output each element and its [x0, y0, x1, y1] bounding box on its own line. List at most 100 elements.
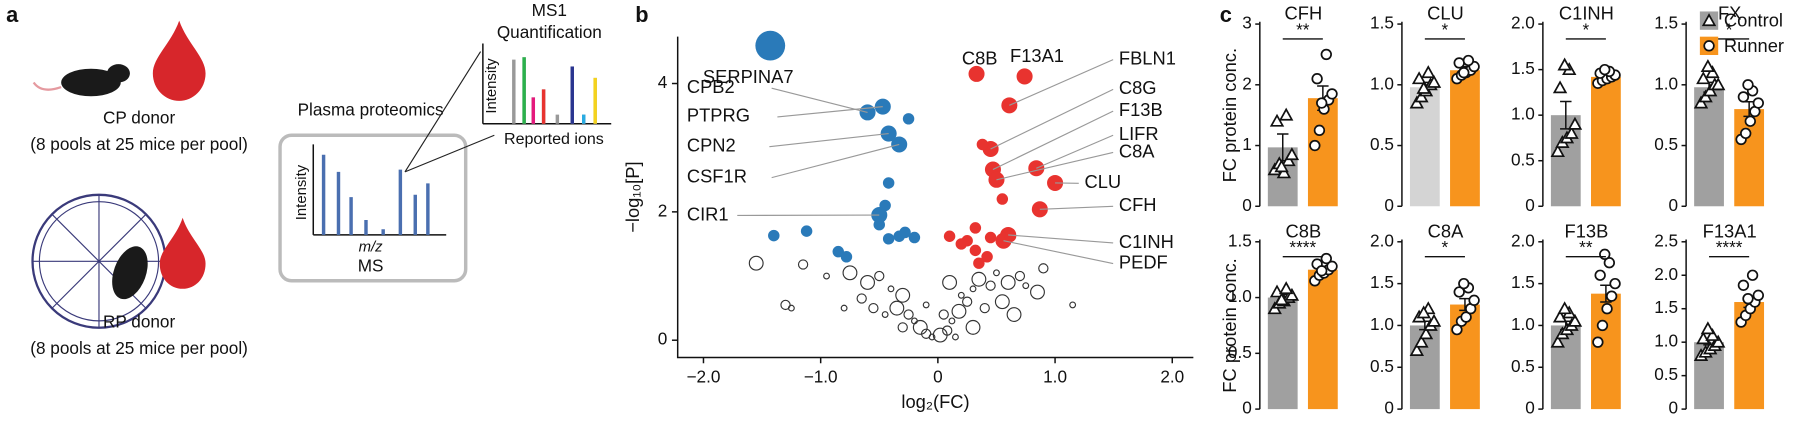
point: [882, 177, 895, 189]
label: RP donor: [103, 312, 176, 332]
axis-label: Intensity: [294, 164, 310, 220]
data-point: [1567, 116, 1583, 130]
point: [842, 265, 858, 281]
leader-line: [771, 143, 900, 179]
point: [993, 269, 1000, 277]
chart-title: FX: [1718, 3, 1741, 24]
point-label: CIR1: [687, 203, 729, 224]
leader-line: [1003, 240, 1114, 265]
data-point: [1564, 125, 1579, 139]
y-tick-label: 1.5: [1511, 272, 1535, 292]
leader-line: [992, 110, 1114, 171]
data-point: [1416, 305, 1431, 319]
data-point: [1752, 97, 1764, 109]
y-tick-label: 1.0: [1370, 314, 1394, 334]
significance: **: [1579, 237, 1593, 257]
point: [860, 275, 875, 290]
data-point: [1737, 91, 1750, 103]
significance: *: [1583, 19, 1590, 39]
point: [840, 304, 848, 312]
y-axis-label: FC protein conc.: [1219, 48, 1240, 182]
point-label: C1INH: [1119, 231, 1174, 252]
y-tick-label: 2.0: [1511, 13, 1535, 33]
point: [984, 231, 997, 244]
chart-title: C1INH: [1559, 3, 1614, 24]
y-tick-label: 1.5: [1654, 13, 1678, 33]
label: (8 pools at 25 mice per pool): [30, 338, 248, 358]
bar: [1450, 70, 1480, 207]
point: [981, 251, 993, 263]
y-tick-label: 2.0: [1654, 264, 1678, 284]
y-tick-label: 4: [658, 72, 668, 92]
point-label: F13A1: [1010, 45, 1064, 66]
y-tick-label: 0: [1242, 195, 1252, 215]
ms-peaks: [321, 154, 430, 235]
data-point: [1603, 257, 1616, 269]
point: [920, 328, 932, 339]
data-point: [1281, 153, 1296, 167]
point-label: CLU: [1084, 171, 1121, 192]
point: [969, 222, 982, 234]
data-point: [1309, 139, 1321, 152]
point: [1006, 307, 1022, 322]
point: [895, 287, 911, 303]
y-tick-label: 2: [658, 200, 668, 220]
data-point: [1311, 73, 1323, 85]
label: Reported ions: [504, 130, 604, 148]
point-label: CPN2: [687, 135, 736, 156]
data-point: [1269, 113, 1285, 127]
point: [996, 193, 1009, 205]
significance: *: [1726, 19, 1733, 39]
data-point: [1599, 248, 1611, 261]
bar: [1307, 269, 1338, 410]
data-point: [1744, 115, 1756, 127]
y-tick-label: 1.0: [1370, 73, 1394, 93]
point: [955, 238, 968, 250]
data-point: [1414, 89, 1429, 103]
data-point: [1426, 313, 1442, 327]
panel-label: c: [1220, 2, 1232, 27]
wheel-spokes: [32, 194, 166, 328]
mouse: [112, 246, 148, 300]
data-point: [1700, 59, 1716, 73]
bar: [1591, 76, 1621, 207]
data-point: [1550, 334, 1565, 348]
data-point: [1601, 303, 1613, 315]
chart-title: F13B: [1565, 220, 1609, 241]
y-tick-label: 0: [1384, 398, 1394, 418]
point: [868, 302, 879, 314]
point: [1022, 282, 1030, 290]
data-point: [1284, 147, 1300, 161]
leader-line: [777, 106, 883, 118]
y-axis-label: FC protein conc.: [1219, 258, 1240, 392]
data-point: [1550, 144, 1565, 158]
x-tick-label: 2.0: [1160, 367, 1184, 387]
y-tick-label: 2: [1242, 73, 1252, 93]
y-tick-label: 0: [1525, 398, 1535, 418]
data-point: [1468, 294, 1480, 307]
point: [899, 226, 911, 239]
chart-title: C8B: [1286, 220, 1322, 241]
y-tick-label: 0: [1525, 195, 1535, 215]
point-label: C8A: [1119, 140, 1155, 161]
data-point: [1557, 57, 1572, 71]
point: [968, 65, 985, 82]
ms1-axes: [482, 43, 612, 125]
point: [952, 333, 959, 341]
point: [800, 225, 813, 237]
point: [780, 299, 791, 311]
leader-line: [1009, 59, 1114, 106]
axis-label: Intensity: [484, 58, 500, 114]
point: [882, 233, 895, 245]
data-point: [1605, 290, 1618, 302]
data-point: [1274, 292, 1289, 306]
point: [965, 319, 981, 335]
significance: ****: [1716, 237, 1743, 257]
data-point: [1453, 286, 1465, 298]
x-tick-label: −2.0: [687, 367, 721, 387]
bar: [1550, 115, 1581, 207]
point-label: FBLN1: [1119, 47, 1176, 68]
point: [879, 199, 891, 212]
significance: **: [1296, 19, 1310, 39]
